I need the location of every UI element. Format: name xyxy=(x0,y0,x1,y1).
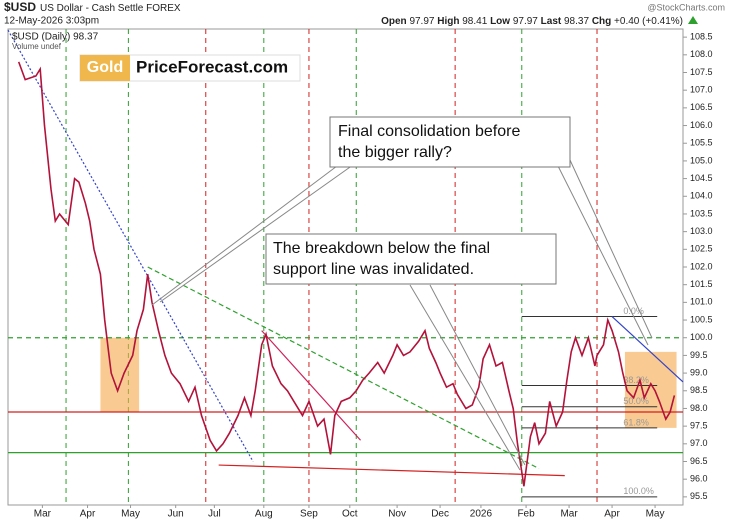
trendline xyxy=(147,266,540,470)
fib-label: 100.0% xyxy=(623,486,654,496)
x-tick-label: Oct xyxy=(342,509,358,520)
x-tick-label: Apr xyxy=(604,509,620,520)
y-tick-label: 97.5 xyxy=(690,421,708,431)
callout-line: Final consolidation before xyxy=(338,123,520,140)
callout: The breakdown below the final support li… xyxy=(265,233,557,285)
trendline xyxy=(611,316,684,383)
y-tick-label: 102.5 xyxy=(690,244,713,254)
y-tick-label: 107.0 xyxy=(690,85,713,95)
pointer xyxy=(151,159,361,306)
x-tick-label: 2026 xyxy=(470,509,493,520)
fib-label: 50.0% xyxy=(623,396,649,406)
x-tick-label: Apr xyxy=(80,509,96,520)
y-tick-label: 104.0 xyxy=(690,191,713,201)
callout-line: support line was invalidated. xyxy=(273,261,474,278)
date: 12-May-2026 3:03pm xyxy=(4,16,99,27)
instrument-name: US Dollar - Cash Settle FOREX xyxy=(40,3,181,14)
fib-label: 0.0% xyxy=(623,306,644,316)
y-tick-label: 106.5 xyxy=(690,102,713,112)
open-label: Open xyxy=(381,16,407,27)
y-tick-label: 95.5 xyxy=(690,491,708,501)
chg-label: Chg xyxy=(592,16,611,27)
low-label: Low xyxy=(490,16,510,27)
pointer xyxy=(409,284,526,471)
high: 98.41 xyxy=(462,16,487,27)
x-tick-label: Feb xyxy=(517,509,535,520)
watermark: @StockCharts.com xyxy=(647,2,725,12)
x-tick-label: Dec xyxy=(431,509,449,520)
fib-label: 38.2% xyxy=(623,375,649,385)
trendline xyxy=(261,330,361,441)
symbol: $USD xyxy=(4,0,36,14)
y-tick-label: 103.5 xyxy=(690,208,713,218)
y-tick-label: 106.0 xyxy=(690,120,713,130)
x-tick-label: Jul xyxy=(208,509,221,520)
quote: Open 97.97 High 98.41 Low 97.97 Last 98.… xyxy=(381,16,683,27)
y-tick-label: 97.0 xyxy=(690,438,708,448)
callout-pointers xyxy=(151,159,653,471)
y-tick-label: 104.5 xyxy=(690,173,713,183)
last: 98.37 xyxy=(564,16,589,27)
chg-pct: (+0.41%) xyxy=(642,16,683,27)
last-label: Last xyxy=(541,16,562,27)
x-tick-label: Jun xyxy=(168,509,184,520)
volume-label: Volume undef xyxy=(12,42,62,51)
callout-line: The breakdown below the final xyxy=(273,240,490,257)
y-tick-label: 99.5 xyxy=(690,350,708,360)
y-tick-label: 100.0 xyxy=(690,332,713,342)
y-tick-label: 100.5 xyxy=(690,314,713,324)
x-tick-label: Aug xyxy=(255,509,273,520)
y-tick-label: 101.5 xyxy=(690,279,713,289)
x-tick-label: Sep xyxy=(300,509,318,520)
callout-box xyxy=(329,116,571,168)
y-tick-label: 98.5 xyxy=(690,385,708,395)
y-tick-label: 102.0 xyxy=(690,261,713,271)
y-tick-label: 105.5 xyxy=(690,138,713,148)
logo: Gold PriceForecast.com xyxy=(79,54,301,82)
logo-site: PriceForecast.com xyxy=(136,57,288,76)
y-tick-label: 96.0 xyxy=(690,474,708,484)
chg: +0.40 xyxy=(614,16,640,27)
y-tick-label: 105.0 xyxy=(690,155,713,165)
x-tick-label: May xyxy=(121,509,140,520)
x-tick-label: Mar xyxy=(560,509,578,520)
callout: Final consolidation before the bigger ra… xyxy=(329,116,571,168)
up-arrow xyxy=(688,16,698,24)
pointer xyxy=(554,159,653,346)
callout-line: the bigger rally? xyxy=(338,144,452,161)
open: 97.97 xyxy=(409,16,434,27)
y-tick-label: 99.0 xyxy=(690,367,708,377)
exchange: FOREX xyxy=(146,3,181,14)
trendline xyxy=(218,464,565,477)
fib-label: 61.8% xyxy=(623,417,649,427)
y-tick-label: 107.5 xyxy=(690,67,713,77)
trendline xyxy=(7,29,254,462)
y-tick-label: 108.5 xyxy=(690,32,713,42)
logo-badge xyxy=(80,55,130,81)
low: 97.97 xyxy=(513,16,538,27)
highlight-box xyxy=(100,337,140,412)
price-line xyxy=(17,61,676,487)
name: US Dollar - Cash Settle xyxy=(40,3,144,14)
callout-box xyxy=(265,233,557,285)
x-tick-label: Nov xyxy=(388,509,406,520)
legend-entry: $USD (Daily) 98.37 xyxy=(12,32,99,43)
high-label: High xyxy=(437,16,459,27)
y-tick-label: 98.0 xyxy=(690,403,708,413)
y-tick-label: 103.0 xyxy=(690,226,713,236)
x-tick-label: May xyxy=(646,509,665,520)
x-tick-label: Mar xyxy=(34,509,52,520)
y-tick-label: 101.0 xyxy=(690,297,713,307)
y-tick-label: 108.0 xyxy=(690,49,713,59)
y-tick-label: 96.5 xyxy=(690,456,708,466)
logo-gold: Gold xyxy=(87,59,123,76)
